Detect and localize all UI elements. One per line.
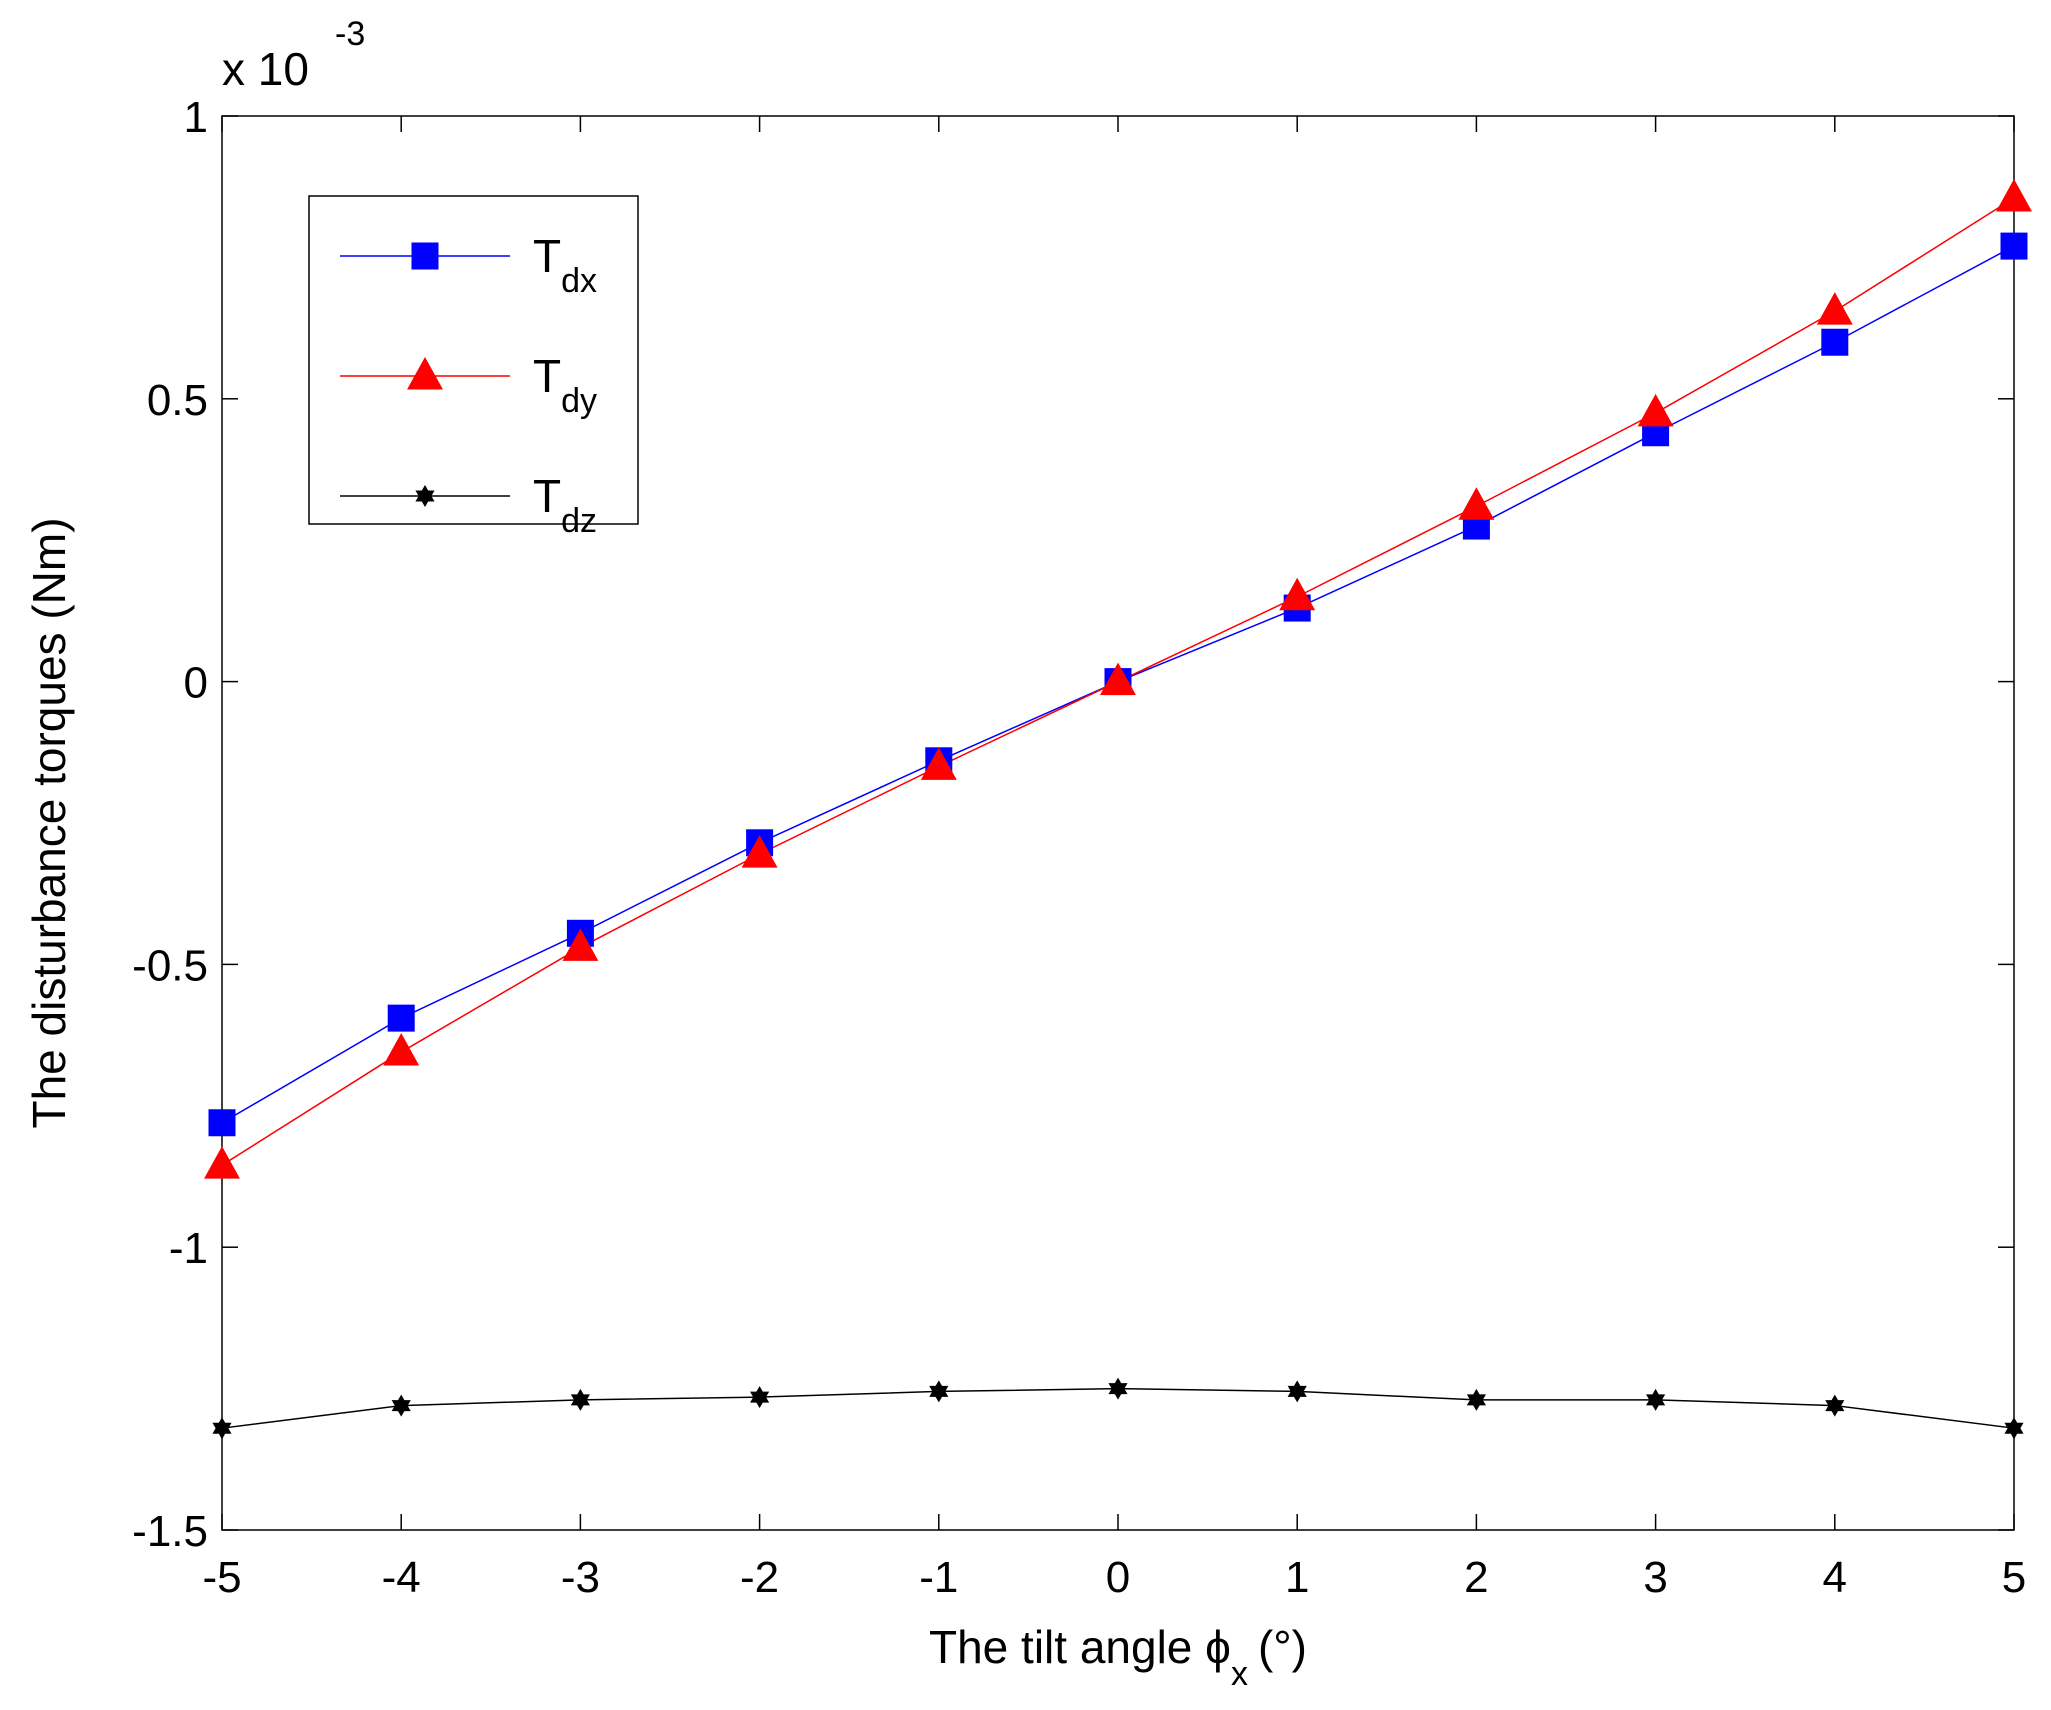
star-marker-down — [929, 1385, 949, 1403]
x-axis-label-unit: (°) — [1258, 1621, 1307, 1673]
series-dy-point — [204, 1146, 240, 1179]
series-markers — [204, 178, 2032, 1440]
series-dz-point — [1825, 1394, 1845, 1417]
series-dz-point — [1466, 1388, 1486, 1411]
x-tick-label: -2 — [740, 1553, 779, 1602]
legend-dz-name: T — [533, 470, 561, 522]
y-tick-label: -1.5 — [132, 1507, 208, 1556]
series-dz-point — [570, 1388, 590, 1411]
series-dy-point — [1279, 577, 1316, 611]
series-dz-point — [929, 1380, 949, 1403]
x-tick-label: 0 — [1106, 1553, 1130, 1602]
y-tick-label: -0.5 — [132, 941, 208, 990]
legend-dz-label: Tdz — [533, 470, 597, 540]
star-marker-down — [391, 1400, 411, 1417]
y-tick-label: 0 — [184, 659, 208, 708]
star-marker-down — [212, 1422, 232, 1440]
x-axis-label-text: The tilt angle — [929, 1621, 1192, 1673]
series-dz-point — [2004, 1417, 2024, 1440]
legend-dx-name: T — [533, 230, 561, 282]
series-dy-point — [1458, 487, 1495, 520]
series-dy-point — [741, 835, 778, 868]
series-dy-point — [920, 747, 957, 780]
series-dy-point — [1816, 292, 1853, 325]
legend-dx-marker — [411, 242, 439, 270]
series-dz-point — [1646, 1388, 1666, 1411]
y-multiplier-base: x 10 — [222, 43, 309, 95]
x-axis-label-symbol: ϕ — [1205, 1621, 1231, 1673]
x-tick-label: 2 — [1464, 1553, 1488, 1602]
series-dz-point — [750, 1386, 770, 1409]
series-dy-point — [1996, 178, 2032, 212]
star-marker-down — [570, 1394, 590, 1411]
star-marker-down — [750, 1391, 770, 1409]
legend-box — [308, 195, 639, 525]
x-tick-label: -3 — [561, 1553, 600, 1602]
legend-dy-label: Tdy — [533, 350, 597, 420]
x-tick-label: -1 — [919, 1553, 958, 1602]
x-tick-label: 5 — [2002, 1553, 2026, 1602]
series-dz-point — [1287, 1380, 1307, 1403]
x-tick-label: -5 — [202, 1553, 241, 1602]
x-tick-label: 4 — [1823, 1553, 1847, 1602]
star-marker-down — [1646, 1394, 1666, 1411]
series-dy-point — [383, 1033, 420, 1066]
y-axis-label: The disturbance torques (Nm) — [23, 517, 75, 1128]
series-dy-point — [562, 928, 599, 961]
x-axis-label: The tilt angle ϕx (°) — [929, 1621, 1307, 1693]
tick-labels: -5 -4 -3 -2 -1 0 1 2 3 4 5 -1.5 -1 -0.5 0 0.5 1 — [132, 93, 2026, 1602]
legend-dx-subscript: dx — [561, 262, 597, 300]
series-dx-point — [208, 1109, 236, 1137]
series-dx-point — [2000, 232, 2028, 260]
series-dx-point — [387, 1004, 415, 1032]
series-dx-point — [1821, 328, 1849, 356]
x-tick-label: 3 — [1643, 1553, 1667, 1602]
x-tick-label: 1 — [1285, 1553, 1309, 1602]
series-dz-point — [1108, 1377, 1128, 1400]
star-marker-down — [1466, 1394, 1486, 1411]
star-marker-down — [1825, 1400, 1845, 1417]
legend-dy-name: T — [533, 350, 561, 402]
axis-ticks — [221, 115, 2015, 1531]
y-tick-label: 0.5 — [147, 376, 208, 425]
series-dz-point — [391, 1394, 411, 1417]
y-tick-label: 1 — [184, 93, 208, 142]
legend-dy-subscript: dy — [561, 382, 597, 420]
legend-dx-label: Tdx — [533, 230, 597, 300]
star-marker-down — [2004, 1422, 2024, 1440]
legend-dz-marker — [415, 485, 435, 507]
series-dy-point — [1637, 393, 1674, 427]
series-dy-point — [1100, 662, 1136, 696]
x-axis-label-subscript: x — [1231, 1655, 1248, 1693]
legend-dz-subscript: dz — [561, 502, 597, 540]
series-dz-point — [212, 1417, 232, 1440]
x-tick-label: -4 — [382, 1553, 421, 1602]
star-marker-down — [1287, 1385, 1307, 1403]
star-marker-down — [1108, 1383, 1128, 1400]
star-marker-down — [415, 490, 435, 507]
y-multiplier-exponent: -3 — [335, 15, 365, 53]
y-tick-label: -1 — [169, 1224, 208, 1273]
legend-dy-marker — [407, 356, 443, 390]
